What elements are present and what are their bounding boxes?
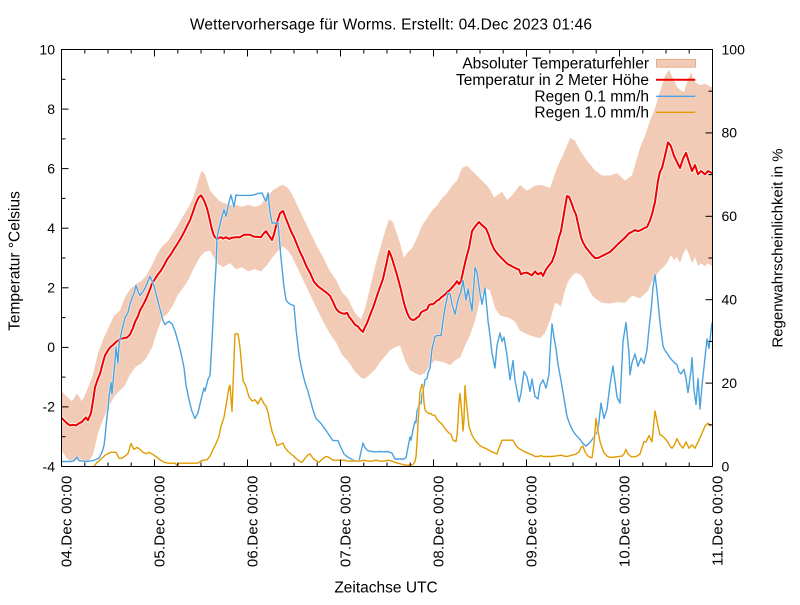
svg-text:0: 0 bbox=[722, 458, 730, 474]
svg-text:2: 2 bbox=[47, 280, 55, 296]
svg-text:09.Dec 00:00: 09.Dec 00:00 bbox=[524, 476, 541, 568]
svg-text:60: 60 bbox=[722, 208, 738, 224]
svg-text:08.Dec 00:00: 08.Dec 00:00 bbox=[431, 476, 448, 568]
svg-text:Temperatur in 2 Meter Höhe: Temperatur in 2 Meter Höhe bbox=[456, 72, 649, 89]
svg-text:20: 20 bbox=[722, 375, 738, 391]
svg-text:Zeitachse UTC: Zeitachse UTC bbox=[334, 580, 437, 597]
svg-text:100: 100 bbox=[722, 41, 746, 57]
svg-text:11.Dec 00:00: 11.Dec 00:00 bbox=[710, 476, 727, 567]
svg-text:80: 80 bbox=[722, 125, 738, 141]
svg-text:-2: -2 bbox=[43, 399, 56, 415]
svg-text:0: 0 bbox=[47, 339, 55, 355]
svg-text:Regenwahrscheinlichkeit in %: Regenwahrscheinlichkeit in % bbox=[770, 148, 787, 347]
svg-text:07.Dec 00:00: 07.Dec 00:00 bbox=[338, 476, 355, 568]
svg-text:Regen 0.1 mm/h: Regen 0.1 mm/h bbox=[534, 88, 649, 105]
svg-text:Wettervorhersage für Worms. Er: Wettervorhersage für Worms. Erstellt: 04… bbox=[190, 17, 592, 34]
svg-text:10: 10 bbox=[39, 41, 55, 57]
svg-text:Regen 1.0 mm/h: Regen 1.0 mm/h bbox=[534, 105, 649, 122]
svg-text:06.Dec 00:00: 06.Dec 00:00 bbox=[245, 476, 262, 568]
svg-text:40: 40 bbox=[722, 292, 738, 308]
svg-text:4: 4 bbox=[47, 220, 55, 236]
svg-text:Temperatur °Celsius: Temperatur °Celsius bbox=[7, 191, 24, 331]
svg-text:04.Dec 00:00: 04.Dec 00:00 bbox=[59, 476, 76, 568]
svg-text:-4: -4 bbox=[43, 458, 56, 474]
svg-text:10.Dec 00:00: 10.Dec 00:00 bbox=[617, 476, 634, 568]
svg-text:Absoluter Temperaturfehler: Absoluter Temperaturfehler bbox=[462, 56, 649, 73]
svg-text:05.Dec 00:00: 05.Dec 00:00 bbox=[152, 476, 169, 568]
svg-text:6: 6 bbox=[47, 160, 55, 176]
svg-text:8: 8 bbox=[47, 101, 55, 117]
